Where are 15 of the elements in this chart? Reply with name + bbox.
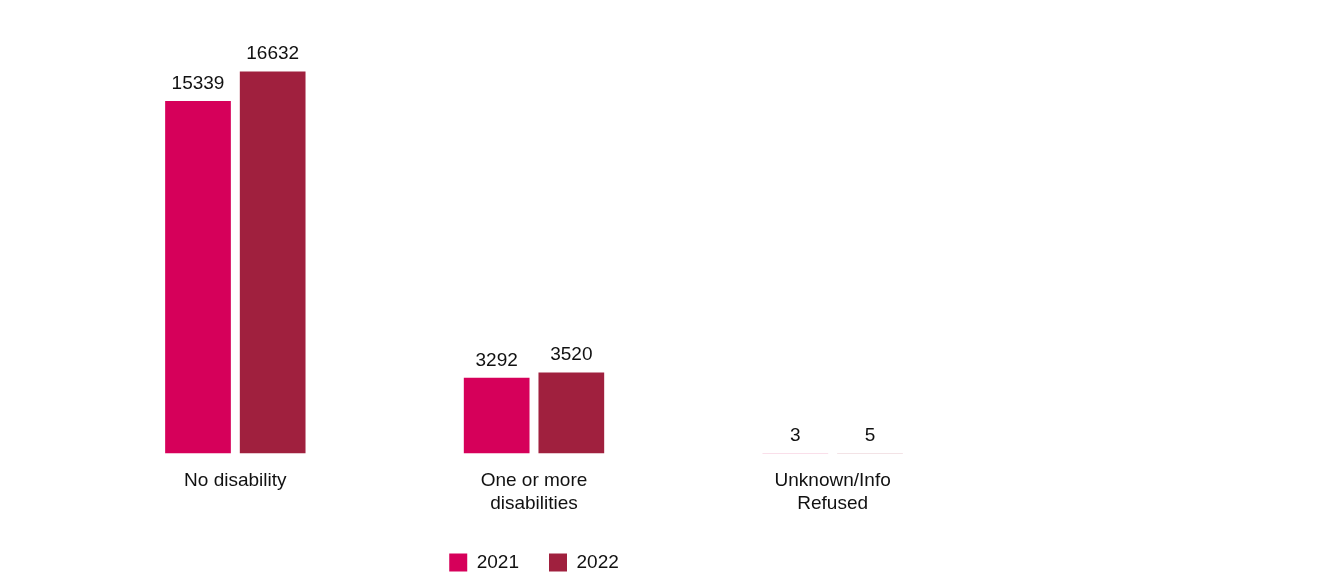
data-label: 5 xyxy=(864,424,876,446)
bar xyxy=(239,71,306,454)
x-tick-label: Unknown/Info Refused xyxy=(774,469,891,513)
data-label: 3292 xyxy=(475,348,518,370)
bar xyxy=(165,101,231,454)
legend-label: 2021 xyxy=(476,550,520,572)
legend-label: 2022 xyxy=(576,550,619,572)
x-tick-label: No disability xyxy=(184,469,288,491)
x-tick-label: One or more disabilities xyxy=(480,469,588,513)
bar xyxy=(463,377,530,454)
data-label: 15339 xyxy=(171,71,225,93)
data-label: 3520 xyxy=(550,343,593,365)
data-label: 3 xyxy=(790,424,801,446)
data-label: 16632 xyxy=(246,42,300,64)
bar xyxy=(538,372,605,454)
